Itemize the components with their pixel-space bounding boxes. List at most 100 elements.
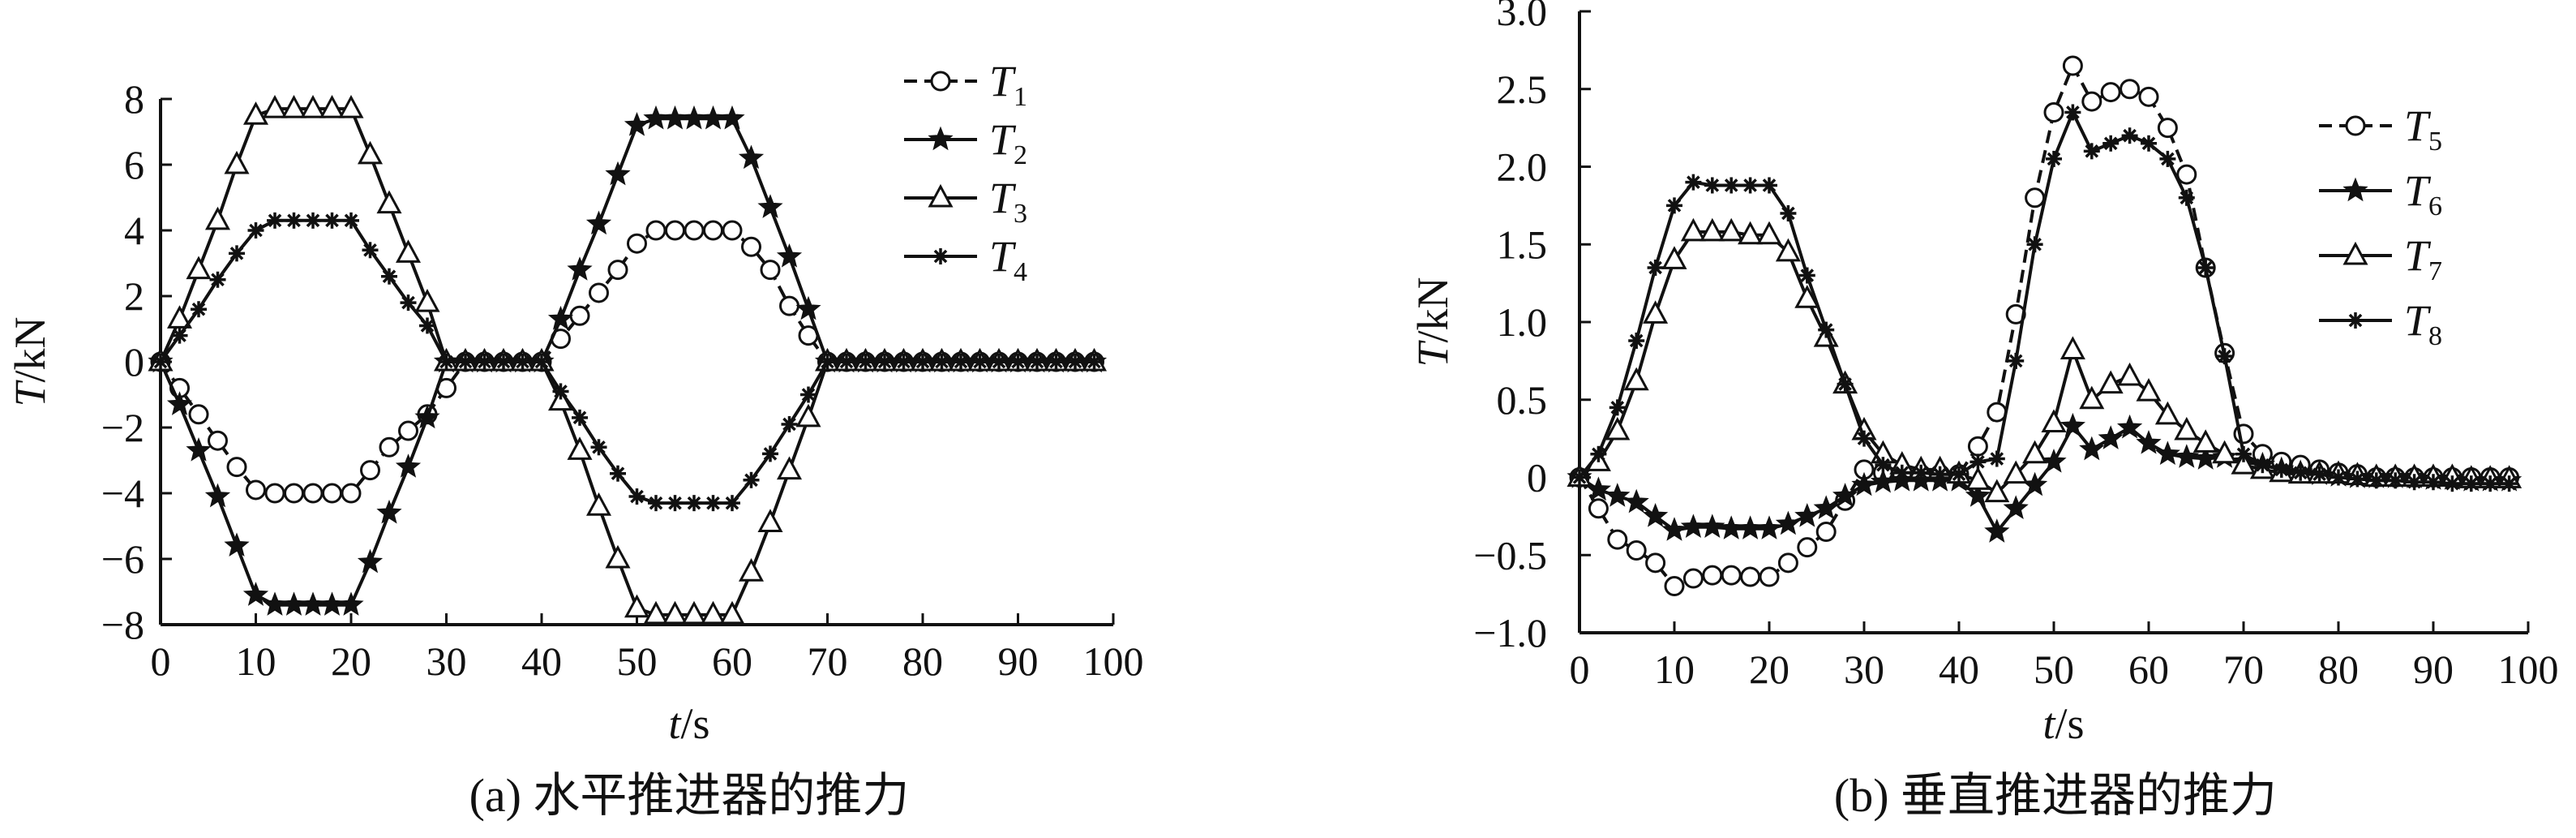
data-point-T8 — [2387, 472, 2404, 489]
data-point-T4 — [724, 495, 740, 512]
data-point-T1 — [589, 282, 609, 303]
data-point-T5 — [2176, 164, 2197, 185]
x-tick-label: 30 — [1844, 647, 1884, 692]
y-tick-label: 8 — [124, 76, 144, 122]
data-point-T2 — [242, 582, 269, 606]
data-point-T6 — [1965, 483, 1991, 507]
data-point-T6 — [1605, 483, 1631, 507]
y-tick-label: 2 — [124, 273, 144, 319]
data-point-T4 — [819, 354, 836, 370]
x-axis-label: t/s — [668, 699, 709, 748]
legend-label-var: T — [2404, 296, 2432, 345]
legend-label-sub: 5 — [2428, 127, 2442, 157]
data-point-T4 — [457, 354, 474, 370]
data-point-T7 — [1623, 367, 1649, 391]
data-point-T5 — [1682, 568, 1704, 589]
data-point-T6 — [1984, 518, 2010, 543]
data-point-T2 — [585, 210, 612, 235]
data-point-T5 — [1967, 436, 1988, 457]
data-point-T5 — [2025, 187, 2046, 208]
data-point-T3 — [281, 95, 307, 118]
legend-label-var: T — [989, 174, 1017, 222]
y-tick-label: 1.5 — [1497, 221, 1548, 267]
data-point-T1 — [741, 236, 761, 257]
data-point-T4 — [838, 354, 855, 370]
data-point-T1 — [760, 260, 781, 281]
data-point-T7 — [2174, 416, 2200, 440]
data-point-T4 — [762, 445, 778, 462]
x-tick-label: 0 — [1570, 647, 1590, 692]
data-point-T6 — [1737, 515, 1764, 539]
data-point-T3 — [300, 95, 326, 118]
x-axis-label-unit: /s — [680, 699, 709, 748]
data-point-T2 — [395, 453, 422, 478]
data-point-T6 — [1775, 510, 1802, 535]
data-point-T4 — [285, 212, 302, 229]
x-axis-label-var: t — [2042, 699, 2056, 748]
data-point-T4 — [400, 294, 417, 312]
data-point-T8 — [1875, 457, 1892, 474]
data-point-T8 — [1609, 399, 1626, 416]
data-point-T6 — [2060, 412, 2086, 437]
legend-label-var: T — [989, 232, 1017, 281]
y-tick-label: 0 — [1527, 455, 1547, 501]
data-point-T3 — [262, 95, 288, 118]
data-point-T4 — [915, 354, 931, 370]
data-point-T3 — [700, 600, 727, 625]
data-point-T5 — [1664, 576, 1685, 597]
x-tick-label: 100 — [2498, 647, 2559, 692]
data-point-T1 — [703, 220, 723, 241]
legend-label-var: T — [989, 115, 1017, 164]
data-point-T3 — [204, 206, 231, 230]
data-point-T2 — [357, 548, 384, 574]
legend-label: T4 — [989, 232, 1027, 287]
x-tick-label: 30 — [426, 638, 467, 684]
legend-entry-T2: T2 — [904, 115, 1027, 170]
y-tick-label: −1.0 — [1473, 610, 1547, 655]
data-point-T4 — [1067, 354, 1083, 370]
data-point-T1 — [627, 233, 647, 254]
data-point-T4 — [1086, 354, 1103, 370]
data-point-T7 — [1738, 221, 1764, 245]
legend-label-sub: 1 — [1014, 82, 1027, 112]
legend-entry-T7: T7 — [2319, 231, 2442, 286]
data-point-T7 — [1965, 466, 1991, 490]
data-point-T3 — [757, 509, 783, 532]
legend-marker — [930, 71, 951, 92]
y-tick-label: −8 — [101, 602, 144, 647]
data-point-T7 — [2098, 370, 2124, 394]
y-axis-label-var: T — [6, 380, 54, 407]
legend-marker — [928, 183, 954, 208]
data-point-T1 — [665, 220, 685, 241]
data-point-T8 — [1590, 445, 1607, 462]
x-axis-label-unit: /s — [2055, 699, 2084, 748]
x-tick-label: 80 — [902, 638, 943, 684]
data-point-T8 — [2235, 445, 2252, 462]
data-point-T1 — [569, 305, 590, 326]
data-point-T7 — [2231, 451, 2257, 475]
data-point-T4 — [590, 439, 607, 456]
data-point-T8 — [1818, 321, 1835, 338]
data-point-T2 — [719, 105, 745, 130]
data-point-T8 — [1647, 259, 1664, 276]
data-point-T8 — [2330, 469, 2347, 486]
data-point-T5 — [1626, 540, 1647, 561]
x-tick-label: 90 — [2413, 647, 2454, 692]
data-point-T4 — [229, 245, 245, 262]
data-point-T2 — [605, 161, 631, 186]
data-point-T8 — [2406, 474, 2423, 491]
x-tick-label: 90 — [998, 638, 1039, 684]
data-point-T8 — [2102, 135, 2120, 152]
data-point-T4 — [247, 222, 264, 239]
data-point-T4 — [1048, 354, 1065, 370]
data-point-T4 — [971, 354, 988, 370]
data-point-T8 — [1931, 466, 1948, 483]
data-point-T1 — [246, 479, 266, 501]
x-tick-label: 20 — [331, 638, 371, 684]
data-point-T8 — [2254, 457, 2271, 474]
x-tick-label: 50 — [617, 638, 658, 684]
series-T4 — [152, 212, 1103, 512]
data-point-T4 — [800, 386, 817, 403]
data-point-T7 — [1984, 479, 2010, 503]
